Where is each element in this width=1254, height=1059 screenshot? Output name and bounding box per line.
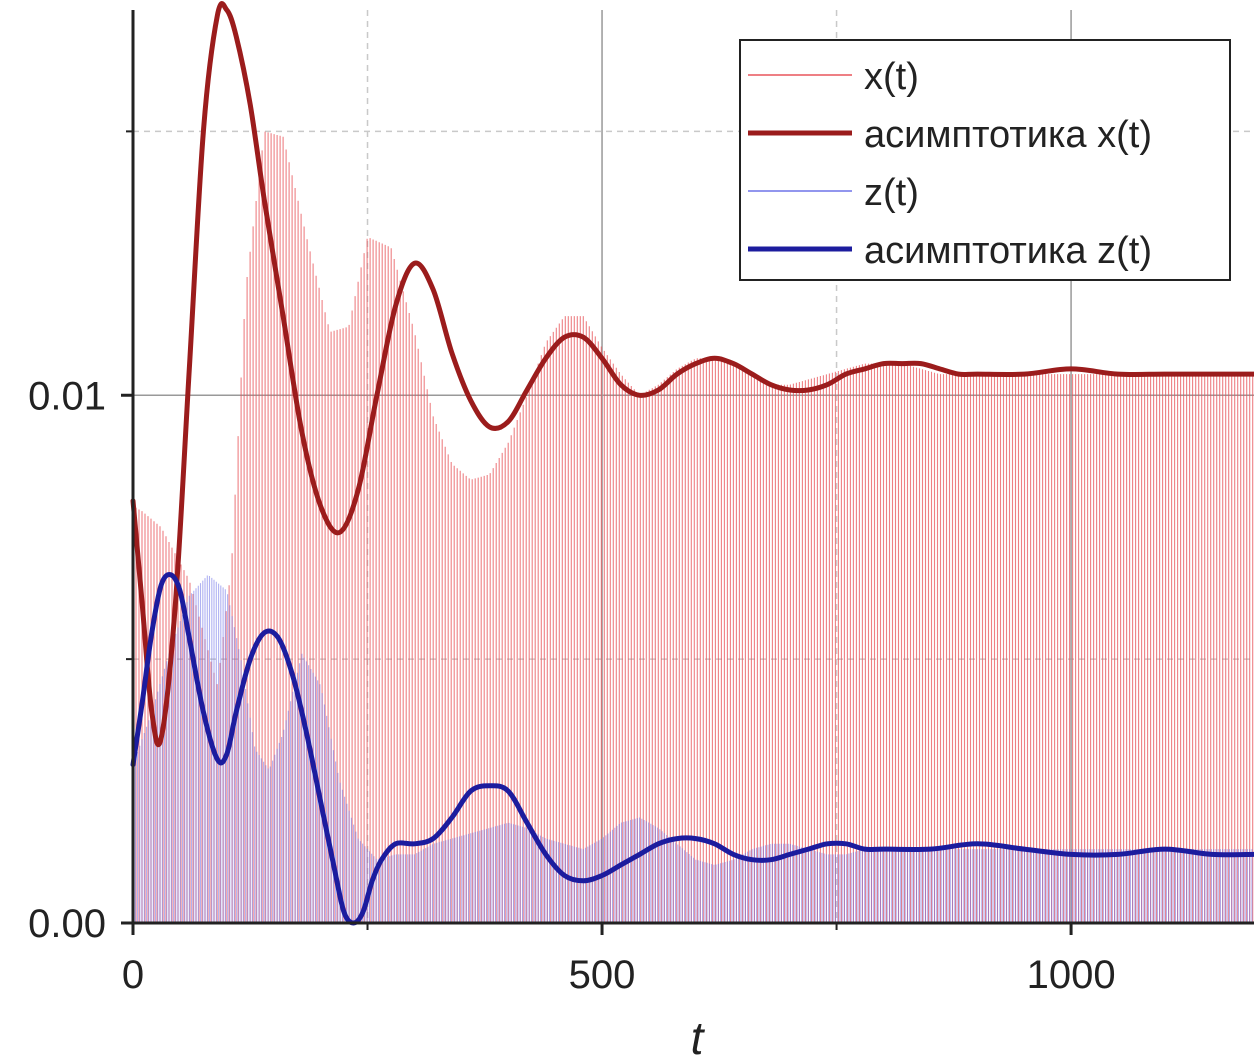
legend-label-x: x(t) xyxy=(864,56,919,98)
legend-label-x-asymptotic: асимптотика x(t) xyxy=(864,114,1152,156)
x-asymptotic-line xyxy=(130,1,1254,748)
x-tick-label: 0 xyxy=(122,953,144,997)
x-tick-label: 1000 xyxy=(1027,953,1116,997)
legend-label-z: z(t) xyxy=(864,172,919,214)
x-axis-title: t xyxy=(691,1012,706,1059)
y-tick-label: 0.01 xyxy=(28,374,106,418)
legend: x(t) асимптотика x(t) z(t) асимптотика z… xyxy=(739,39,1231,281)
x-tick-label: 500 xyxy=(569,953,636,997)
legend-box xyxy=(739,39,1231,281)
z-asymptotic-line xyxy=(130,572,1254,926)
axes: 0 500 1000 0.00 0.01 xyxy=(28,10,1254,997)
y-tick-label: 0.00 xyxy=(28,902,106,946)
legend-label-z-asymptotic: асимптотика z(t) xyxy=(864,230,1152,272)
asymptotic-lines xyxy=(130,1,1254,926)
